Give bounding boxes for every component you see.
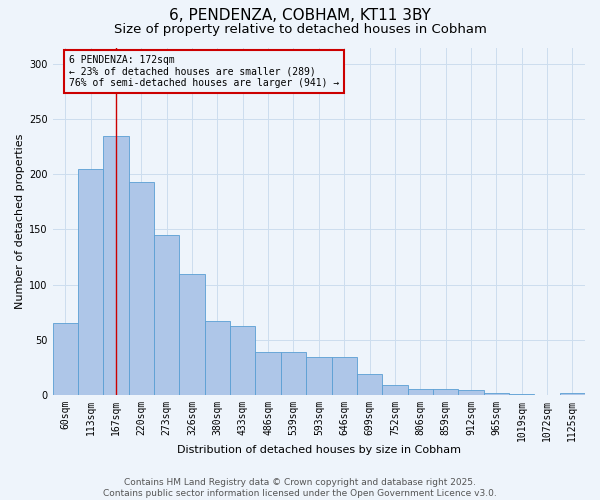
X-axis label: Distribution of detached houses by size in Cobham: Distribution of detached houses by size … [177, 445, 461, 455]
Bar [332, 358, 357, 395]
Bar [484, 392, 509, 395]
Bar [78, 169, 103, 395]
Bar [407, 390, 433, 395]
Bar [433, 390, 458, 395]
Bar [205, 321, 230, 395]
Bar [103, 136, 129, 395]
Bar [357, 374, 382, 395]
Text: Size of property relative to detached houses in Cobham: Size of property relative to detached ho… [113, 22, 487, 36]
Bar [179, 274, 205, 395]
Text: 6 PENDENZA: 172sqm
← 23% of detached houses are smaller (289)
76% of semi-detach: 6 PENDENZA: 172sqm ← 23% of detached hou… [69, 55, 340, 88]
Bar [509, 394, 535, 395]
Bar [53, 323, 78, 395]
Bar [154, 235, 179, 395]
Text: 6, PENDENZA, COBHAM, KT11 3BY: 6, PENDENZA, COBHAM, KT11 3BY [169, 8, 431, 22]
Y-axis label: Number of detached properties: Number of detached properties [15, 134, 25, 309]
Bar [230, 326, 256, 395]
Bar [281, 352, 306, 395]
Bar [306, 358, 332, 395]
Bar [560, 392, 585, 395]
Text: Contains HM Land Registry data © Crown copyright and database right 2025.
Contai: Contains HM Land Registry data © Crown c… [103, 478, 497, 498]
Bar [458, 390, 484, 395]
Bar [382, 385, 407, 395]
Bar [256, 352, 281, 395]
Bar [129, 182, 154, 395]
